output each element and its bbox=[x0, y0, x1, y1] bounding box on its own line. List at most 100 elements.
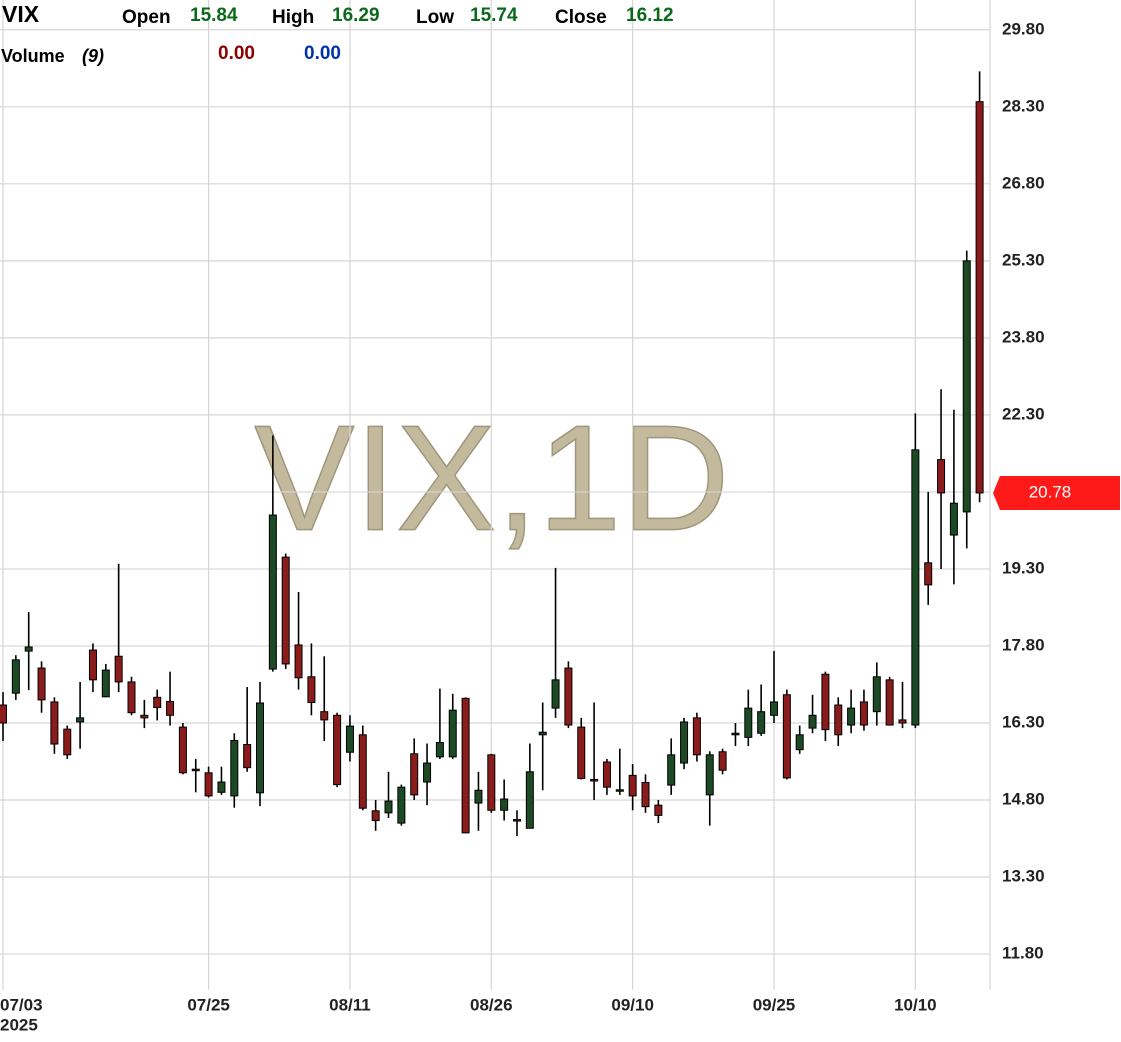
candle-body bbox=[101, 669, 110, 698]
candle-body bbox=[435, 742, 444, 758]
volume-label: Volume bbox=[1, 46, 65, 66]
low-value: 15.74 bbox=[470, 5, 518, 26]
candle-body bbox=[140, 714, 149, 719]
candle-body bbox=[847, 707, 856, 726]
candle-body bbox=[962, 260, 971, 513]
candle-body bbox=[204, 772, 213, 797]
candle-body bbox=[448, 709, 457, 758]
watermark: VIX,1D bbox=[254, 394, 729, 562]
candle-body bbox=[423, 762, 432, 783]
y-tick-label: 16.30 bbox=[1002, 712, 1045, 731]
candle-body bbox=[358, 734, 367, 809]
candle-body bbox=[114, 655, 123, 683]
y-tick-label: 29.80 bbox=[1002, 19, 1045, 38]
candle-body bbox=[615, 789, 624, 792]
x-tick-label: 09/10 bbox=[611, 995, 654, 1014]
candle-body bbox=[37, 667, 46, 701]
candle-body bbox=[397, 786, 406, 824]
candle-body bbox=[0, 704, 7, 724]
plot-area bbox=[0, 0, 991, 990]
candle-body bbox=[718, 751, 727, 771]
close-label: Close bbox=[555, 7, 607, 28]
candle-body bbox=[705, 754, 714, 796]
last-price-label: 20.78 bbox=[1029, 482, 1072, 501]
candle-body bbox=[281, 556, 290, 665]
candle-body bbox=[628, 774, 637, 797]
y-tick-label: 28.30 bbox=[1002, 96, 1045, 115]
candle-body bbox=[975, 101, 984, 494]
high-label: High bbox=[272, 7, 314, 28]
candle-body bbox=[949, 502, 958, 536]
candle-body bbox=[76, 717, 85, 723]
volume-value: 0.00 bbox=[304, 43, 341, 64]
high-value: 16.29 bbox=[332, 5, 380, 26]
candle-body bbox=[744, 707, 753, 738]
candle-body bbox=[577, 726, 586, 779]
candle-body bbox=[731, 732, 740, 736]
candle-body bbox=[551, 679, 560, 709]
candle-body bbox=[268, 514, 277, 670]
candle-body bbox=[63, 728, 72, 756]
y-tick-label: 25.30 bbox=[1002, 250, 1045, 269]
candle-body bbox=[178, 726, 187, 774]
candle-body bbox=[191, 768, 200, 772]
x-tick-label: 09/25 bbox=[753, 995, 796, 1014]
candle-body bbox=[924, 562, 933, 586]
candle-body bbox=[795, 734, 804, 751]
y-tick-label: 13.30 bbox=[1002, 867, 1045, 886]
chart-title: VIX bbox=[2, 1, 40, 27]
candle-body bbox=[88, 649, 97, 681]
candle-body bbox=[770, 701, 778, 716]
candle-body bbox=[153, 696, 162, 709]
candle-body bbox=[834, 704, 843, 736]
candle-body bbox=[230, 739, 239, 797]
candle-body bbox=[50, 701, 59, 745]
open-value: 15.84 bbox=[190, 5, 238, 26]
close-value: 16.12 bbox=[626, 5, 674, 26]
y-tick-label: 26.80 bbox=[1002, 173, 1045, 192]
candle-body bbox=[564, 667, 573, 726]
candle-body bbox=[525, 771, 534, 829]
last-price-tag bbox=[993, 475, 1120, 510]
y-tick-label: 17.80 bbox=[1002, 635, 1045, 654]
candle-body bbox=[371, 810, 380, 822]
candle-body bbox=[24, 646, 33, 652]
candle-body bbox=[757, 711, 766, 734]
y-tick-label: 23.80 bbox=[1002, 327, 1045, 346]
x-tick-label: 07/03 bbox=[0, 995, 43, 1014]
volume-value: 0.00 bbox=[218, 43, 255, 64]
volume-period: (9) bbox=[82, 46, 104, 66]
candle-body bbox=[937, 459, 946, 494]
candle-body bbox=[513, 819, 521, 822]
candle-body bbox=[384, 800, 393, 814]
candle-body bbox=[166, 700, 175, 716]
candle-body bbox=[872, 676, 881, 713]
candle-body bbox=[294, 644, 303, 679]
candle-body bbox=[667, 754, 676, 786]
candle-body bbox=[782, 694, 791, 779]
candle-body bbox=[320, 711, 329, 721]
candle-body bbox=[692, 717, 701, 756]
y-tick-label: 11.80 bbox=[1002, 944, 1044, 963]
x-year-label: 2025 bbox=[0, 1015, 38, 1034]
candle-body bbox=[538, 731, 547, 736]
y-tick-label: 22.30 bbox=[1002, 404, 1045, 423]
candle-body bbox=[461, 697, 470, 834]
x-tick-label: 08/11 bbox=[329, 995, 371, 1014]
candle-body bbox=[333, 714, 342, 786]
x-tick-label: 10/10 bbox=[894, 995, 937, 1014]
candle-body bbox=[821, 673, 830, 731]
candle-body bbox=[808, 714, 817, 729]
candle-body bbox=[602, 761, 611, 788]
candle-body bbox=[641, 782, 650, 808]
candle-body bbox=[127, 681, 136, 714]
candle-body bbox=[898, 719, 907, 724]
candle-body bbox=[654, 804, 663, 816]
candle-body bbox=[680, 721, 689, 764]
open-label: Open bbox=[122, 7, 171, 28]
candle-body bbox=[859, 701, 868, 726]
candle-body bbox=[243, 744, 252, 769]
x-tick-label: 07/25 bbox=[187, 995, 230, 1014]
candle-body bbox=[256, 702, 264, 794]
